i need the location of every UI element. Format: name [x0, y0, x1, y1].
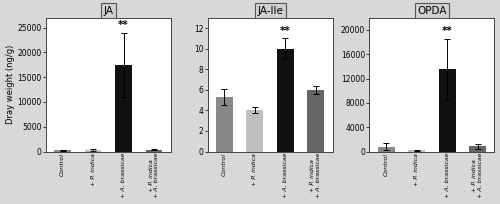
Bar	[246, 110, 263, 152]
Title: JA-Ile: JA-Ile	[257, 6, 283, 16]
Bar	[470, 146, 486, 152]
Y-axis label: Dray weight (ng/g): Dray weight (ng/g)	[6, 45, 15, 124]
Bar	[308, 90, 324, 152]
Bar	[115, 65, 132, 152]
Bar	[408, 150, 425, 152]
Bar	[54, 150, 71, 152]
Text: **: **	[280, 26, 290, 36]
Title: JA: JA	[104, 6, 114, 16]
Bar	[146, 150, 162, 152]
Bar	[439, 69, 456, 152]
Bar	[216, 97, 232, 152]
Text: **: **	[118, 20, 129, 30]
Text: **: **	[442, 26, 452, 36]
Title: OPDA: OPDA	[417, 6, 446, 16]
Bar	[277, 49, 293, 152]
Bar	[378, 147, 394, 152]
Bar	[84, 150, 102, 152]
